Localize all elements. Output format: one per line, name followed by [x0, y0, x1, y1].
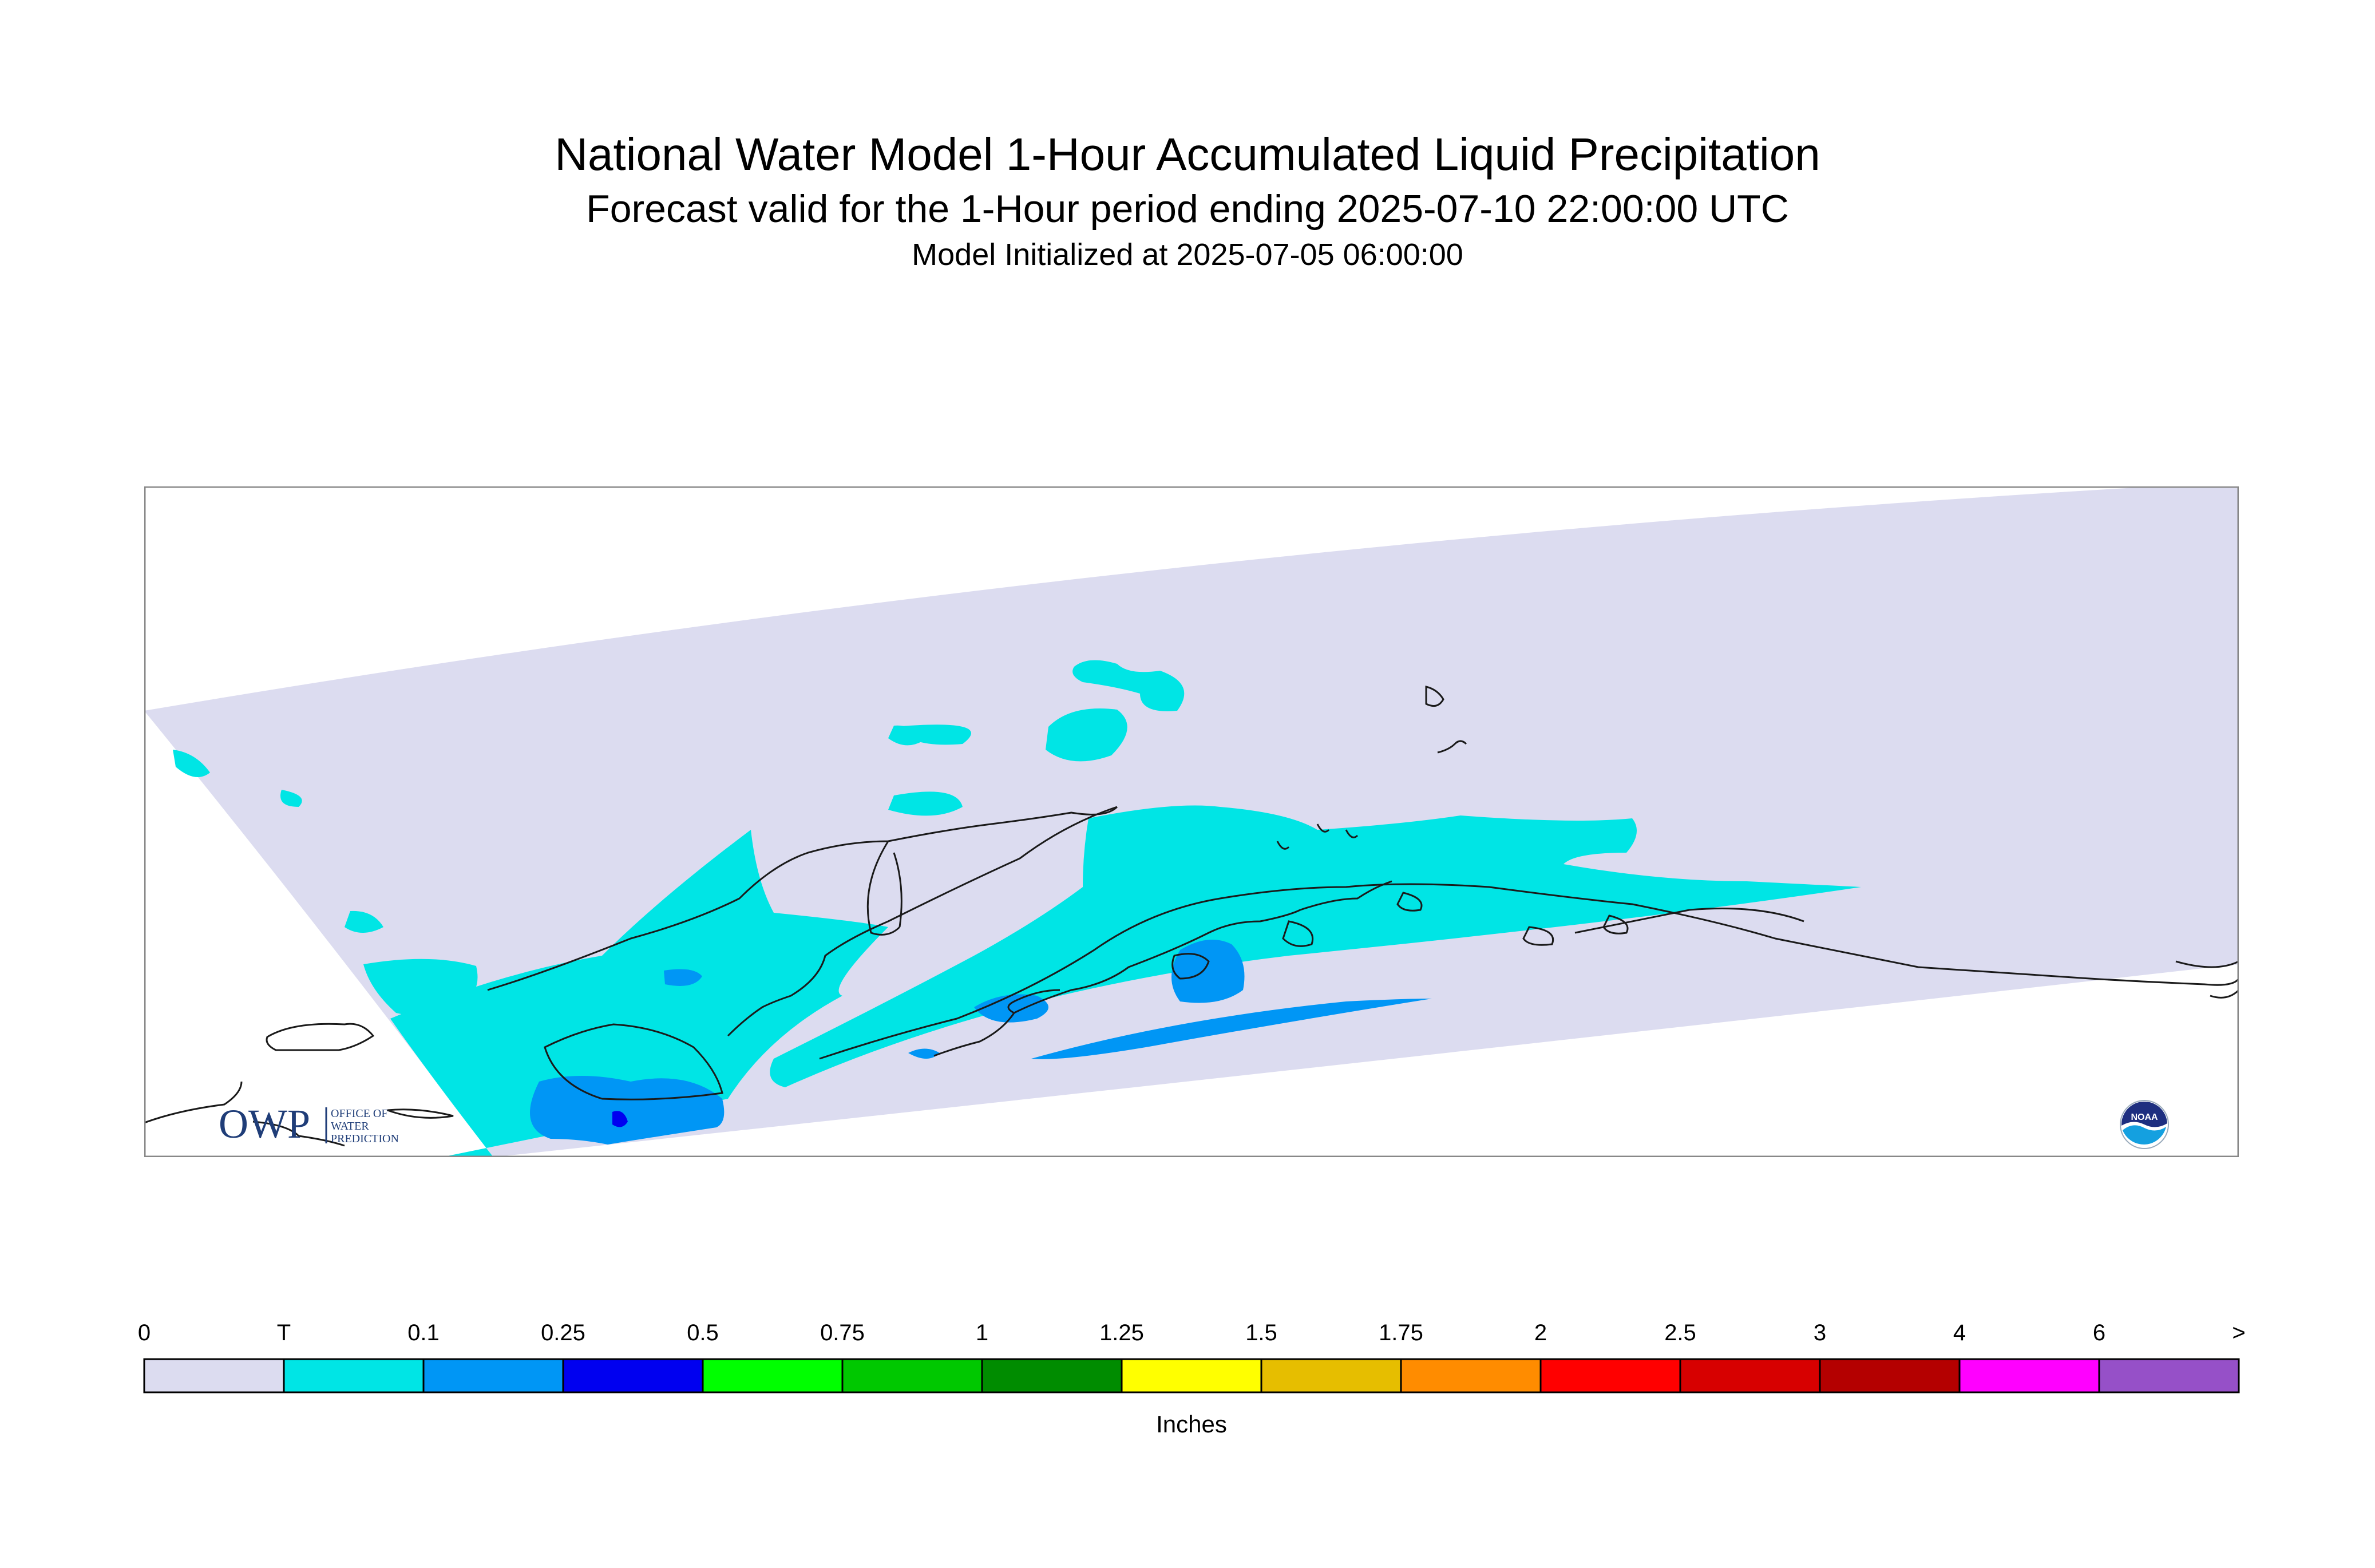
legend-tick-label: 0.25	[541, 1320, 585, 1345]
owp-logo-line1: OFFICE OF	[331, 1107, 387, 1120]
coastlines	[144, 686, 2239, 1147]
legend-tick-label: 2	[1534, 1320, 1547, 1345]
map-frame	[144, 486, 2239, 1157]
map-title: National Water Model 1-Hour Accumulated …	[555, 129, 1820, 180]
noaa-logo: NOAA	[2120, 1100, 2169, 1149]
legend-color-box	[1121, 1358, 1262, 1393]
legend-tick-label: T	[277, 1320, 291, 1345]
legend-color-box	[143, 1358, 285, 1393]
moderate-precip-areas	[612, 1111, 628, 1127]
owp-logo-line3: PREDICTION	[331, 1133, 399, 1145]
light-precip-areas	[530, 940, 1432, 1145]
legend-tick-label: 0.75	[820, 1320, 865, 1345]
precipitation-map: OWP OFFICE OF WATER PREDICTION NOAA	[144, 486, 2239, 1157]
precipitation-legend: 0 T 0.1 0.25 0.5 0.75 1 1.25 1.5 1.75 2 2.5 3 4 6 > Inc…	[138, 1320, 2246, 1438]
legend-color-box	[1819, 1358, 1961, 1393]
legend-tick-label: 4	[1953, 1320, 1966, 1345]
legend-color-box	[1260, 1358, 1402, 1393]
legend-color-box	[422, 1358, 564, 1393]
legend-tick-label: 0	[138, 1320, 151, 1345]
legend-color-box	[2098, 1358, 2240, 1393]
owp-logo-line2: WATER	[331, 1120, 369, 1133]
legend-tick-label: 1	[976, 1320, 988, 1345]
legend-tick-label: 1.25	[1099, 1320, 1144, 1345]
owp-logo-text: OWP	[219, 1101, 310, 1147]
trace-precip-areas	[173, 660, 1861, 1157]
legend-tick-label: 1.5	[1245, 1320, 1277, 1345]
owp-logo: OWP OFFICE OF WATER PREDICTION	[219, 1101, 399, 1147]
legend-color-box	[702, 1358, 844, 1393]
legend-color-box	[562, 1358, 704, 1393]
legend-color-box	[841, 1358, 983, 1393]
legend-tick-label: 0.5	[687, 1320, 719, 1345]
legend-tick-label: 6	[2093, 1320, 2105, 1345]
legend-tick-label: 2.5	[1664, 1320, 1696, 1345]
map-subtitle: Forecast valid for the 1-Hour period end…	[586, 187, 1789, 231]
legend-color-box	[981, 1358, 1123, 1393]
legend-tick-labels: 0 T 0.1 0.25 0.5 0.75 1 1.25 1.5 1.75 2 2.5 3 4 6 >	[138, 1320, 2246, 1345]
legend-tick-label: >	[2232, 1320, 2245, 1345]
legend-color-box	[1679, 1358, 1821, 1393]
legend-tick-label: 3	[1814, 1320, 1826, 1345]
legend-color-box	[1539, 1358, 1681, 1393]
legend-color-box	[283, 1358, 425, 1393]
model-init-time: Model Initialized at 2025-07-05 06:00:00	[912, 237, 1463, 272]
legend-color-box	[1958, 1358, 2100, 1393]
legend-unit-label: Inches	[1156, 1411, 1227, 1438]
noaa-logo-text: NOAA	[2131, 1112, 2158, 1122]
legend-tick-label: 0.1	[407, 1320, 440, 1345]
legend-color-box	[1400, 1358, 1542, 1393]
legend-color-boxes	[143, 1358, 2240, 1393]
legend-tick-label: 1.75	[1379, 1320, 1423, 1345]
